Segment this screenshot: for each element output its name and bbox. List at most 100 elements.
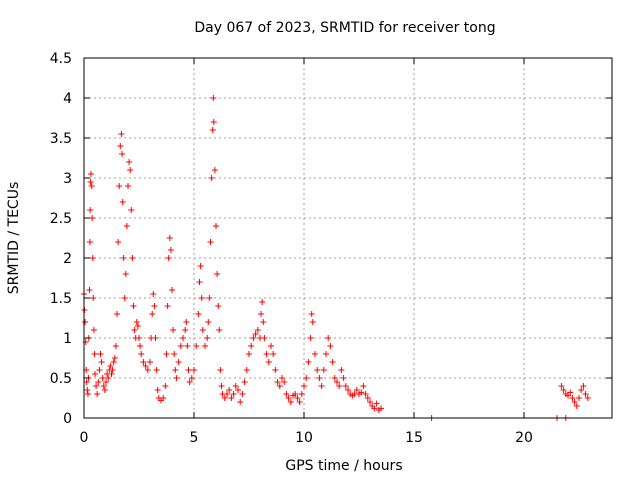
data-point (340, 375, 347, 381)
data-point (336, 383, 343, 389)
data-point (323, 351, 329, 357)
data-point (118, 131, 125, 137)
data-point (91, 351, 98, 357)
data-point (172, 367, 179, 373)
data-point (193, 343, 200, 349)
data-point (205, 319, 212, 325)
data-point (116, 183, 123, 189)
data-point (167, 247, 174, 253)
data-point (92, 371, 98, 377)
data-point (218, 383, 225, 389)
data-point (144, 367, 151, 373)
data-point (97, 351, 104, 357)
data-point (232, 383, 239, 389)
y-tick-label: 4.5 (50, 51, 72, 67)
data-point (206, 295, 213, 301)
data-point (208, 175, 215, 181)
data-point (98, 359, 105, 365)
data-point (230, 391, 237, 397)
data-point (285, 395, 292, 401)
y-tick-label: 2 (63, 251, 72, 267)
data-point (170, 327, 177, 333)
data-point (154, 387, 161, 393)
data-point (367, 399, 373, 405)
data-point (129, 255, 136, 261)
data-point (83, 379, 90, 385)
data-point (120, 255, 127, 261)
data-point (327, 343, 334, 349)
data-point (237, 399, 244, 405)
data-point (558, 383, 565, 389)
data-point (117, 143, 124, 149)
data-point (560, 387, 567, 393)
data-point (100, 383, 107, 389)
data-point (137, 343, 144, 349)
data-point (582, 391, 589, 397)
data-point (320, 367, 327, 373)
data-point (110, 359, 117, 365)
data-point (296, 399, 303, 405)
data-point (127, 167, 134, 173)
data-point (101, 387, 108, 393)
data-point (171, 351, 178, 357)
data-point (196, 279, 203, 285)
data-point (207, 239, 214, 245)
data-point (162, 383, 169, 389)
data-point (173, 375, 180, 381)
data-point (128, 207, 135, 213)
data-point (276, 383, 283, 389)
data-point (108, 371, 115, 377)
data-point (95, 379, 102, 385)
data-point (329, 359, 336, 365)
data-point (294, 395, 301, 401)
chart-grid (84, 58, 612, 418)
data-point (163, 351, 170, 357)
data-point (164, 303, 171, 309)
data-point (86, 287, 93, 293)
y-tick-label: 0 (63, 411, 72, 427)
data-point (89, 215, 96, 221)
data-point (308, 311, 315, 317)
data-point (272, 367, 279, 373)
data-point (186, 379, 193, 385)
data-point (119, 151, 126, 157)
data-point (82, 319, 89, 325)
data-point (281, 379, 288, 385)
data-point (338, 367, 345, 373)
data-point (213, 223, 219, 229)
data-point (360, 383, 367, 389)
data-point (210, 95, 217, 101)
chart-title: Day 067 of 2023, SRMTID for receiver ton… (194, 20, 495, 36)
data-point (202, 343, 208, 349)
data-point (165, 255, 172, 261)
data-point (131, 327, 138, 333)
data-point (378, 405, 384, 412)
data-point (250, 335, 257, 341)
data-point (122, 271, 129, 277)
data-point (373, 400, 380, 407)
data-point (88, 171, 95, 177)
data-point (314, 367, 321, 373)
data-point (88, 183, 95, 189)
data-point (307, 335, 314, 341)
data-point (149, 311, 156, 317)
data-point (263, 351, 270, 357)
x-tick-label: 5 (190, 430, 199, 446)
data-point (209, 127, 216, 133)
data-point (268, 343, 274, 349)
data-point (239, 391, 246, 397)
data-point (279, 375, 285, 381)
data-point (182, 327, 189, 333)
data-point (312, 351, 318, 357)
y-tick-label: 3.5 (50, 131, 72, 147)
data-point (199, 327, 206, 333)
data-point (114, 311, 120, 317)
data-point (150, 291, 157, 297)
data-point (221, 395, 228, 401)
data-point (87, 179, 94, 185)
x-tick-label: 10 (295, 430, 313, 446)
data-point (252, 331, 259, 337)
data-point (107, 363, 114, 369)
data-point (569, 395, 576, 401)
